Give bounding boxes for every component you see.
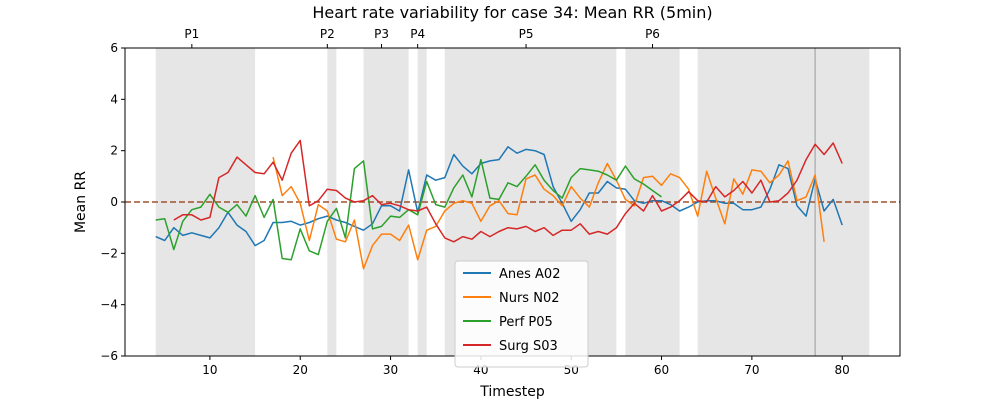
- legend-box: [454, 260, 589, 368]
- legend-entry: Anes A02: [463, 267, 560, 282]
- y-tick-label: −2: [100, 246, 118, 260]
- series-layer: [155, 139, 843, 270]
- legend-label: Anes A02: [499, 267, 560, 282]
- phase-label-layer: P1 P2 P3 P4 P5 P6: [184, 27, 660, 48]
- x-axis-label: Timestep: [479, 384, 545, 400]
- legend-label: Surg S03: [499, 339, 558, 354]
- phase-label: P3: [374, 27, 389, 41]
- series-line-surg-s03: [173, 139, 843, 243]
- phase-label: P2: [320, 27, 335, 41]
- legend-entry: Perf P05: [463, 315, 553, 330]
- legend-label: Perf P05: [499, 315, 553, 330]
- y-tick-label: 2: [110, 144, 118, 158]
- y-tick-label: 6: [110, 41, 118, 55]
- x-tick-label: 80: [835, 363, 850, 377]
- legend-entry: Surg S03: [463, 339, 558, 354]
- y-tick-label: −6: [100, 349, 118, 363]
- phase-band-2: [327, 48, 337, 356]
- y-tick-label: 0: [110, 195, 118, 209]
- legend-items: Anes A02 Nurs N02 Perf P05 Surg S03: [463, 267, 560, 354]
- x-tick-label: 60: [654, 363, 669, 377]
- legend-entry: Nurs N02: [463, 291, 559, 306]
- y-axis-label: Mean RR: [73, 171, 89, 233]
- legend-label: Nurs N02: [499, 291, 559, 306]
- y-axis-ticks: −6 −4 −2 0 2 4 6: [100, 41, 125, 363]
- legend: Anes A02 Nurs N02 Perf P05 Surg S03: [454, 260, 589, 368]
- chart-title: Heart rate variability for case 34: Mean…: [312, 3, 712, 22]
- x-tick-label: 20: [293, 363, 308, 377]
- phase-label: P5: [519, 27, 534, 41]
- phase-band-8: [815, 48, 870, 356]
- phase-label: P6: [645, 27, 660, 41]
- x-tick-label: 10: [202, 363, 217, 377]
- y-tick-label: −4: [100, 298, 118, 312]
- y-tick-label: 4: [110, 92, 118, 106]
- series-line-nurs-n02: [272, 156, 825, 270]
- x-tick-label: 30: [383, 363, 398, 377]
- phase-label: P1: [184, 27, 199, 41]
- series-line-anes-a02: [155, 146, 843, 247]
- x-tick-label: 70: [744, 363, 759, 377]
- phase-label: P4: [410, 27, 425, 41]
